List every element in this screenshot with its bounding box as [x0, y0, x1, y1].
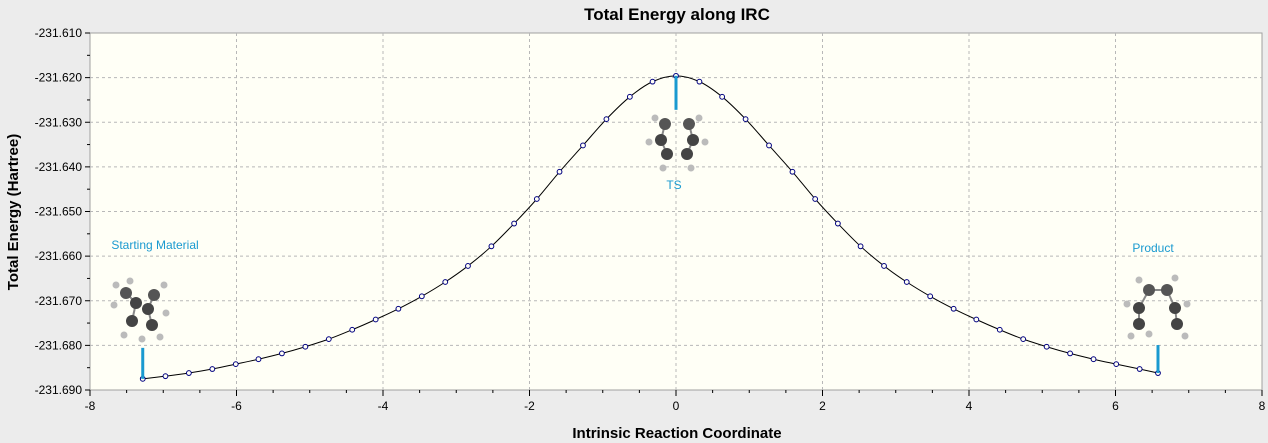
chart-title: Total Energy along IRC: [584, 5, 770, 24]
data-point: [903, 279, 910, 285]
data-point: [349, 326, 356, 333]
data-point: [603, 116, 610, 123]
x-tick-label: -6: [231, 399, 242, 413]
data-point: [1113, 361, 1120, 368]
data-point: [881, 263, 887, 269]
product-molecule-icon: [1123, 274, 1191, 340]
y-tick-label: -231.650: [35, 205, 83, 219]
data-point: [580, 142, 586, 149]
data-point: [418, 293, 425, 300]
product-label: Product: [1132, 241, 1174, 255]
data-point: [812, 196, 819, 202]
data-point: [973, 316, 980, 323]
data-point: [719, 93, 726, 100]
data-point: [927, 293, 934, 300]
starting-material-molecule-icon: [110, 277, 170, 343]
data-point: [996, 326, 1003, 333]
data-point: [1090, 356, 1097, 363]
y-tick-label: -231.680: [35, 338, 83, 352]
data-point: [442, 279, 449, 285]
data-point: [742, 116, 749, 123]
starting-material-label: Starting Material: [111, 238, 198, 252]
x-axis-title: Intrinsic Reaction Coordinate: [572, 425, 781, 442]
ts-molecule-icon: [645, 114, 709, 172]
x-tick-label: 4: [966, 399, 973, 413]
data-point: [302, 343, 309, 350]
data-point: [279, 350, 285, 357]
x-tick-label: -2: [524, 399, 535, 413]
data-point: [465, 263, 471, 269]
data-point: [1043, 343, 1050, 350]
marker-lines: [141, 75, 1160, 379]
data-point: [488, 243, 495, 250]
data-point: [626, 93, 633, 100]
data-point: [533, 196, 540, 202]
y-tick-label: -231.610: [35, 26, 83, 40]
data-point: [766, 142, 772, 149]
data-point: [556, 168, 563, 175]
ts-label: TS: [666, 178, 681, 192]
data-point: [255, 356, 262, 363]
y-tick-label: -231.620: [35, 71, 83, 85]
x-tick-label: 8: [1259, 399, 1266, 413]
y-tick-label: -231.640: [35, 160, 83, 174]
y-tick-label: -231.670: [35, 294, 83, 308]
axis-ticks: [85, 32, 1263, 396]
data-point: [1067, 350, 1073, 357]
data-point: [789, 168, 796, 175]
y-tick-label: -231.690: [35, 383, 83, 397]
data-point: [857, 243, 864, 250]
data-point: [395, 305, 402, 312]
data-point: [185, 370, 192, 376]
x-tick-label: 6: [1112, 399, 1119, 413]
data-point: [162, 373, 169, 380]
x-tick-label: 2: [819, 399, 826, 413]
data-point: [649, 78, 656, 85]
data-point: [372, 316, 379, 323]
tick-labels: -8 -6 -4 -2 0 2 4 6 8 -231.610 -231.620 -231.630 -23…: [35, 26, 1266, 413]
x-tick-label: -4: [378, 399, 389, 413]
data-point: [834, 220, 841, 227]
data-point: [325, 336, 332, 343]
y-tick-label: -231.630: [35, 115, 83, 129]
data-point: [232, 361, 239, 368]
data-point: [950, 305, 957, 312]
x-tick-label: 0: [673, 399, 680, 413]
data-point: [1020, 336, 1027, 343]
data-point: [696, 78, 703, 85]
data-point: [1136, 366, 1143, 372]
data-point: [511, 220, 518, 227]
x-tick-label: -8: [85, 399, 96, 413]
data-points: [139, 72, 1161, 382]
data-point: [209, 366, 216, 372]
y-tick-label: -231.660: [35, 249, 83, 263]
y-axis-title: Total Energy (Hartree): [5, 134, 22, 290]
